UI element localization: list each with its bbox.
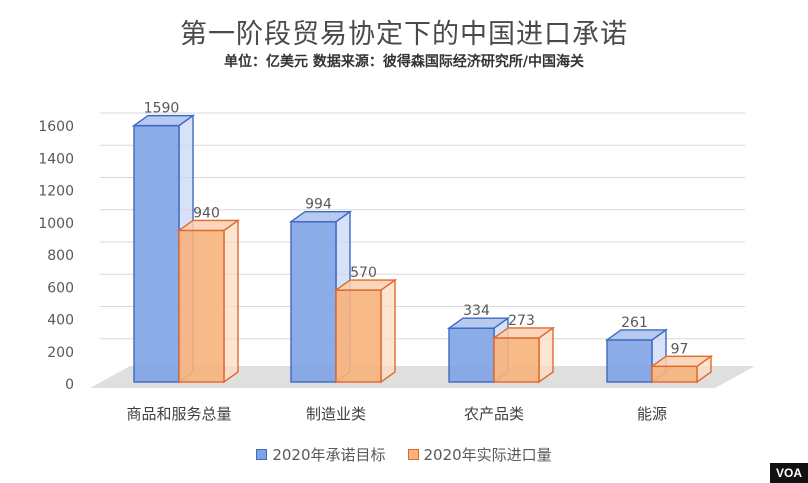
legend: 2020年承诺目标 2020年实际进口量 [0,444,808,465]
bar [133,124,180,383]
y-tick-label: 400 [47,313,74,329]
bar-top-face [131,114,196,127]
legend-swatch-series-2 [407,449,419,460]
bar-side-face [380,278,396,384]
legend-item-series-2: 2020年实际进口量 [407,444,552,465]
data-label: 334 [463,303,490,319]
y-tick-label: 1600 [38,119,74,135]
bar [290,221,337,383]
y-tick-label: 1200 [38,184,74,200]
y-tick-label: 800 [47,248,74,264]
data-label: 261 [621,315,648,331]
legend-swatch-series-1 [256,449,268,460]
data-label: 97 [671,341,689,357]
bar-top-face [446,317,511,329]
chart-title: 第一阶段贸易协定下的中国进口承诺 [180,19,628,50]
bar-top-face [288,211,353,223]
chart-floor [90,366,755,388]
bar-top-face [604,329,669,341]
bar-top-face [649,355,714,368]
bar [335,289,382,383]
x-category-label: 能源 [637,405,667,423]
legend-label-series-2: 2020年实际进口量 [423,446,552,464]
data-label: 940 [193,205,220,221]
data-label: 273 [508,313,535,329]
y-tick-label: 200 [47,345,74,361]
bar-top-face [333,279,398,291]
chart-subtitle: 单位：亿美元 数据来源：彼得森国际经济研究所/中国海关 [224,54,584,70]
bar [493,337,540,383]
data-label: 1590 [144,101,180,117]
bar-side-face [223,219,239,384]
bar [178,229,225,383]
bar [448,327,495,383]
bar [651,365,698,383]
x-category-label: 农产品类 [464,405,524,423]
data-label: 994 [305,197,332,213]
y-tick-label: 600 [47,280,74,296]
legend-item-series-1: 2020年承诺目标 [256,444,386,465]
bar [606,339,653,383]
y-tick-label: 1400 [38,151,74,167]
bar-top-face [491,327,556,339]
legend-label-series-1: 2020年承诺目标 [272,446,386,464]
y-tick-label: 0 [65,377,74,393]
x-category-label: 商品和服务总量 [126,405,231,423]
x-category-label: 制造业类 [306,405,366,423]
bar-top-face [176,219,241,232]
voa-logo-badge: VOA [770,463,808,483]
y-tick-label: 1000 [38,216,74,232]
data-label: 570 [350,265,377,281]
